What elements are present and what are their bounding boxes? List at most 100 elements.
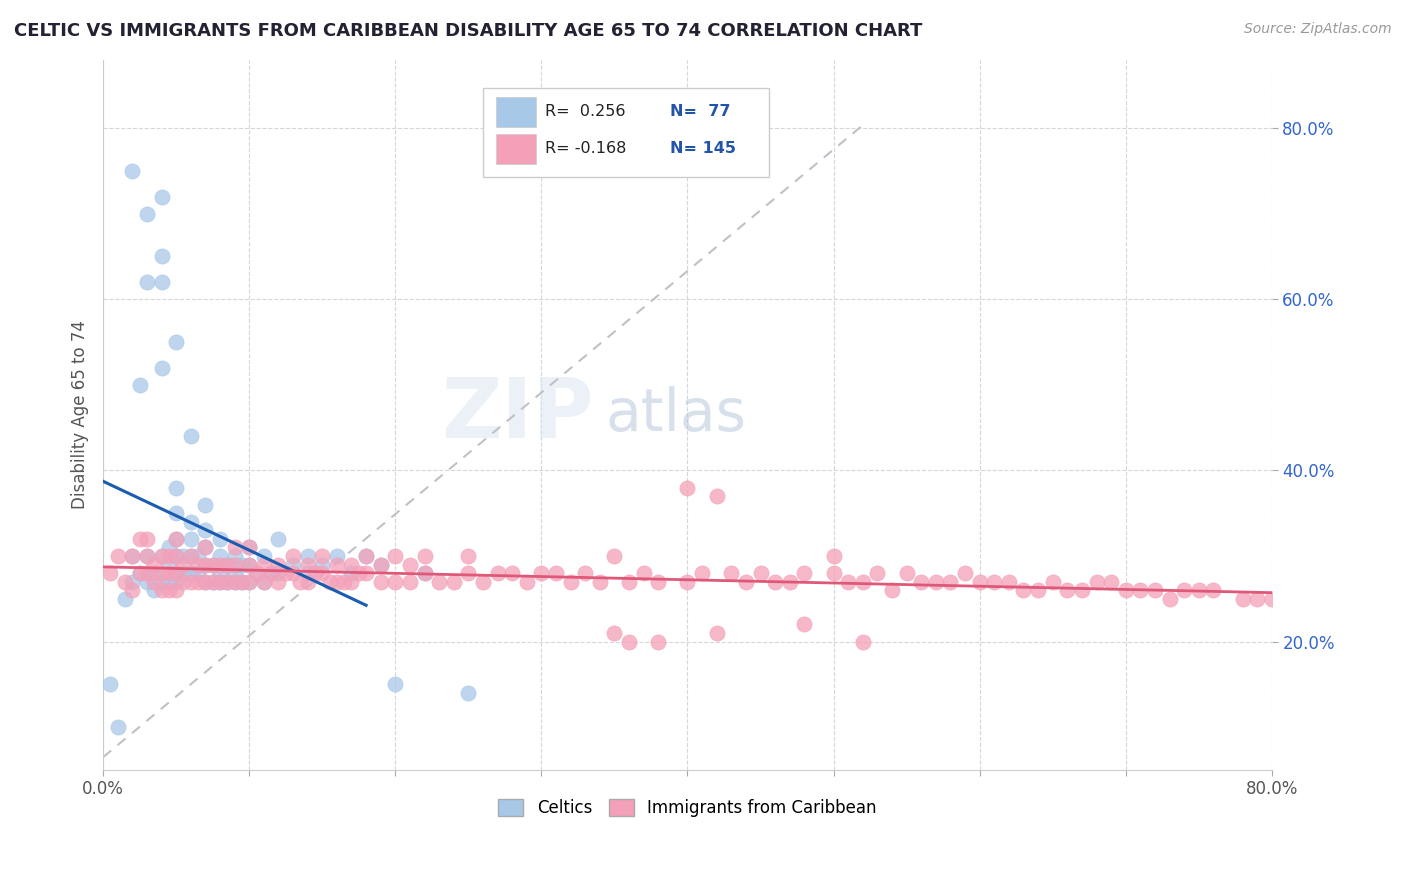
Point: [1246, 591, 1268, 606]
Point: [633, 566, 655, 581]
Point: [143, 566, 166, 581]
Point: [224, 574, 246, 589]
Point: [326, 558, 349, 572]
Point: [114, 574, 136, 589]
Point: [260, 566, 283, 581]
Point: [560, 574, 582, 589]
Point: [290, 574, 312, 589]
Point: [384, 677, 406, 691]
Point: [866, 566, 889, 581]
Point: [194, 574, 217, 589]
Point: [165, 566, 187, 581]
Point: [165, 549, 187, 563]
Point: [224, 566, 246, 581]
Point: [297, 566, 319, 581]
Point: [121, 574, 143, 589]
Point: [486, 566, 509, 581]
Point: [231, 558, 253, 572]
Point: [180, 429, 202, 443]
Point: [136, 566, 159, 581]
Point: [107, 549, 129, 563]
Point: [1115, 583, 1137, 598]
Point: [953, 566, 976, 581]
Point: [267, 574, 290, 589]
Point: [128, 532, 150, 546]
Point: [690, 566, 713, 581]
Point: [253, 558, 276, 572]
Point: [208, 574, 231, 589]
Point: [574, 566, 596, 581]
Point: [1202, 583, 1225, 598]
Point: [326, 574, 349, 589]
Point: [311, 549, 333, 563]
Point: [157, 574, 180, 589]
Text: Source: ZipAtlas.com: Source: ZipAtlas.com: [1244, 22, 1392, 37]
Point: [180, 566, 202, 581]
Point: [852, 574, 875, 589]
Point: [128, 566, 150, 581]
Point: [165, 334, 187, 349]
Point: [749, 566, 772, 581]
Point: [501, 566, 523, 581]
Point: [1056, 583, 1078, 598]
Text: atlas: atlas: [606, 386, 747, 443]
Point: [763, 574, 786, 589]
Point: [354, 549, 377, 563]
Point: [238, 541, 260, 555]
Point: [267, 532, 290, 546]
Point: [297, 549, 319, 563]
Point: [939, 574, 962, 589]
Point: [1143, 583, 1166, 598]
Point: [128, 566, 150, 581]
Point: [100, 566, 122, 581]
Point: [217, 574, 239, 589]
Point: [165, 574, 187, 589]
Point: [150, 189, 173, 203]
Point: [457, 566, 479, 581]
Point: [121, 164, 143, 178]
Point: [399, 558, 422, 572]
Point: [910, 574, 932, 589]
Point: [194, 524, 217, 538]
Point: [224, 541, 246, 555]
Point: [347, 566, 370, 581]
Point: [706, 626, 728, 640]
Point: [238, 558, 260, 572]
Point: [194, 558, 217, 572]
Point: [201, 574, 224, 589]
Point: [238, 574, 260, 589]
Point: [603, 626, 626, 640]
Point: [194, 574, 217, 589]
Point: [427, 574, 450, 589]
Point: [157, 541, 180, 555]
Point: [121, 549, 143, 563]
Point: [1085, 574, 1108, 589]
Point: [100, 677, 122, 691]
Point: [370, 558, 392, 572]
Point: [443, 574, 465, 589]
Point: [172, 566, 194, 581]
Point: [823, 566, 845, 581]
Point: [267, 566, 290, 581]
Point: [150, 566, 173, 581]
Point: [617, 574, 640, 589]
Point: [128, 377, 150, 392]
Point: [253, 574, 276, 589]
Point: [340, 558, 363, 572]
Point: [194, 498, 217, 512]
Point: [1012, 583, 1035, 598]
Point: [1188, 583, 1211, 598]
Point: [647, 574, 669, 589]
Point: [150, 583, 173, 598]
Point: [399, 574, 422, 589]
Point: [217, 574, 239, 589]
Point: [165, 506, 187, 520]
Point: [793, 566, 815, 581]
Point: [253, 549, 276, 563]
Point: [187, 566, 209, 581]
Point: [165, 583, 187, 598]
Point: [245, 566, 267, 581]
Point: [735, 574, 758, 589]
Point: [143, 558, 166, 572]
Point: [180, 549, 202, 563]
